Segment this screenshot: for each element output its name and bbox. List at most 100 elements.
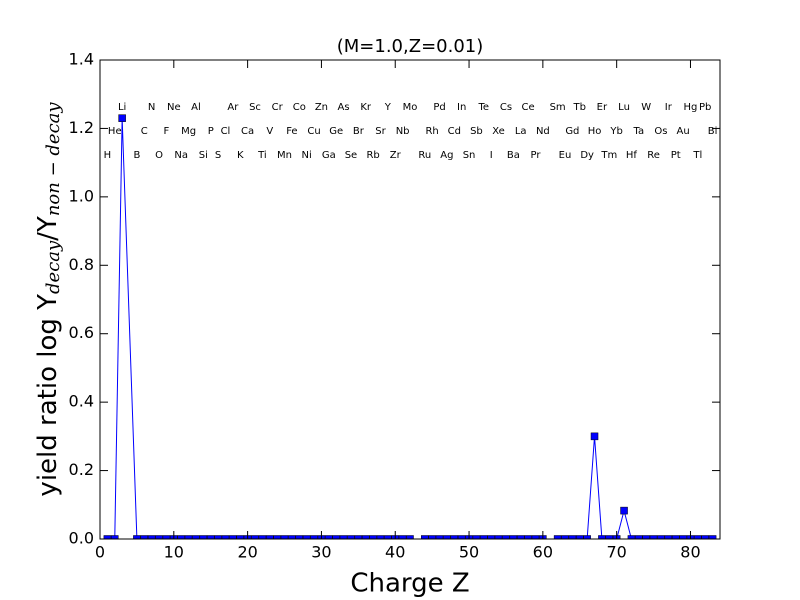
element-label: Cs — [500, 102, 512, 113]
element-label: Ho — [588, 126, 602, 137]
y-tick-label: 0.4 — [69, 392, 94, 411]
data-marker — [302, 535, 311, 539]
element-label: Tb — [573, 102, 586, 113]
data-marker — [133, 535, 141, 539]
element-label: Nb — [396, 126, 410, 137]
element-label: Tm — [600, 150, 617, 161]
data-marker — [553, 535, 562, 539]
element-label: Ne — [167, 102, 181, 113]
data-marker — [310, 535, 318, 539]
data-marker — [273, 535, 281, 539]
data-marker — [694, 535, 702, 539]
data-marker — [339, 535, 348, 539]
element-label: S — [215, 150, 221, 161]
element-label: Te — [478, 102, 490, 113]
element-label: Sc — [249, 102, 261, 113]
plot-area: Li N Ne Al Ar Sc Cr Co Zn As Kr Y Mo Pd In Te Cs Ce Sm Tb Er… — [103, 102, 717, 539]
element-label: Fe — [286, 126, 297, 137]
data-marker — [192, 535, 200, 539]
element-label: La — [515, 126, 527, 137]
data-marker — [657, 535, 665, 539]
chart-title: (M=1.0,Z=0.01) — [337, 36, 484, 57]
element-label: Hf — [626, 150, 638, 161]
data-marker — [605, 535, 614, 539]
data-marker — [457, 535, 466, 539]
data-marker — [266, 535, 274, 539]
data-marker — [103, 535, 112, 539]
element-label: Sm — [550, 102, 566, 113]
element-label: Si — [199, 150, 208, 161]
data-marker — [649, 535, 658, 539]
element-label: Pr — [530, 150, 541, 161]
data-marker — [199, 535, 208, 539]
element-label: Ta — [633, 126, 645, 137]
element-label: Eu — [559, 150, 572, 161]
element-label: Mo — [403, 102, 418, 113]
element-label: Mn — [277, 150, 292, 161]
element-label: Rh — [425, 126, 438, 137]
data-marker — [443, 535, 451, 539]
data-marker — [524, 535, 532, 539]
element-label: Na — [174, 150, 188, 161]
data-marker — [206, 535, 215, 539]
y-axis-label-part: yield ratio log Y — [33, 294, 63, 497]
x-tick-label: 0 — [95, 543, 105, 562]
data-marker — [627, 535, 636, 539]
data-marker — [118, 114, 126, 122]
element-label: N — [148, 102, 155, 113]
element-label: As — [338, 102, 350, 113]
data-marker — [280, 535, 289, 539]
data-marker — [258, 535, 267, 539]
data-marker — [214, 535, 222, 539]
y-axis-label: yield ratio log Ydecay/Ynon − decay — [33, 102, 65, 497]
y-tick-label: 0.2 — [69, 460, 94, 479]
element-label: C — [141, 126, 148, 137]
data-marker — [295, 535, 304, 539]
element-label: Zr — [390, 150, 402, 161]
data-marker — [184, 535, 193, 539]
y-axis-label-subscript: decay — [43, 240, 64, 294]
element-label: Li — [118, 102, 126, 113]
y-tick-label: 0.0 — [69, 529, 94, 548]
element-label: W — [641, 102, 651, 113]
element-label: Pb — [699, 102, 711, 113]
element-label: Zn — [315, 102, 328, 113]
data-marker — [155, 535, 163, 539]
data-marker — [398, 535, 407, 539]
plot-frame — [99, 59, 721, 540]
element-label: Cd — [448, 126, 461, 137]
element-label: Co — [293, 102, 306, 113]
data-marker — [384, 535, 392, 539]
y-tick-label: 1.4 — [69, 50, 94, 69]
data-marker — [642, 535, 650, 539]
data-marker — [177, 535, 185, 539]
element-label: Cr — [272, 102, 284, 113]
element-label: Cu — [307, 126, 320, 137]
element-label: F — [164, 126, 170, 137]
element-label: Er — [597, 102, 608, 113]
data-marker — [502, 535, 510, 539]
element-label: O — [155, 150, 163, 161]
element-label: Kr — [360, 102, 372, 113]
x-axis-label: Charge Z — [350, 569, 469, 599]
element-label: Ga — [322, 150, 336, 161]
data-marker — [450, 535, 459, 539]
element-label: K — [237, 150, 244, 161]
data-marker — [531, 535, 540, 539]
element-label: Pd — [433, 102, 445, 113]
data-marker — [583, 535, 591, 539]
element-label: Ge — [329, 126, 343, 137]
data-marker — [421, 535, 429, 539]
x-tick-label: 40 — [385, 543, 405, 562]
y-tick-label: 1.2 — [69, 118, 94, 137]
data-marker — [568, 535, 577, 539]
y-tick-label: 0.6 — [69, 323, 94, 342]
element-label: Ca — [241, 126, 254, 137]
element-label: Mg — [181, 126, 196, 137]
element-label: H — [104, 150, 112, 161]
data-marker — [480, 535, 488, 539]
element-label: Ba — [507, 150, 520, 161]
element-label: Yb — [609, 126, 622, 137]
data-marker — [708, 535, 717, 539]
